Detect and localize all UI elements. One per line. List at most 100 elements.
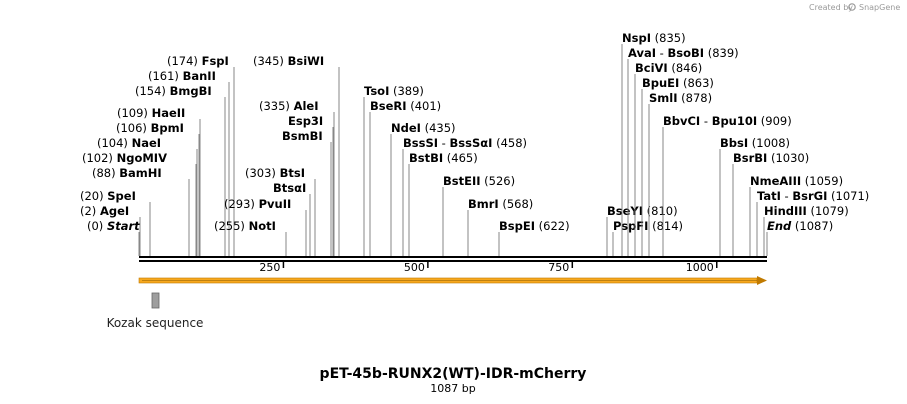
site-label-bsmbi: BsmBI <box>282 129 323 143</box>
site-bbvci[interactable]: BbvCI - Bpu10I (909) <box>662 114 792 256</box>
site-name-btsai: BtsαI <box>273 181 306 195</box>
site-name2-bsssi: BssSαI <box>450 136 493 150</box>
site-bpmi[interactable]: (106) BpmI <box>116 121 200 256</box>
site-name-bpuei: BpuEI <box>642 76 679 90</box>
feature-kozak[interactable]: Kozak sequence <box>107 292 204 330</box>
site-label-ndei: NdeI (435) <box>391 121 456 135</box>
site-bsteii[interactable]: BstEII (526) <box>442 174 515 256</box>
site-nspi[interactable]: NspI (835) <box>621 31 686 256</box>
site-label-bsssi: BssSI - BssSαI (458) <box>403 136 527 150</box>
site-pos-bcivi: (846) <box>668 61 703 75</box>
site-pos-tati: (1071) <box>827 189 869 203</box>
site-name-start: Start <box>107 219 140 233</box>
site-avai[interactable]: AvaI - BsoBI (839) <box>627 46 739 256</box>
site-alei[interactable]: (335) AleI <box>259 99 335 256</box>
site-name-agei: AgeI <box>100 204 129 218</box>
site-name2-bbvci: Bpu10I <box>712 114 757 128</box>
site-bamhi[interactable]: (88) BamHI <box>92 166 190 256</box>
site-bsrbi[interactable]: BsrBI (1030) <box>732 151 809 256</box>
site-pos-end: (1087) <box>791 219 833 233</box>
site-name-bpmi: BpmI <box>151 121 184 135</box>
ruler: 250 500 750 1000 <box>259 261 718 274</box>
site-name-bamhi: BamHI <box>119 166 161 180</box>
site-pspfi[interactable]: PspFI (814) <box>612 219 683 256</box>
site-pos-bamhi: (88) <box>92 166 119 180</box>
site-hindiii[interactable]: HindIII (1079) <box>763 204 849 256</box>
site-ndei[interactable]: NdeI (435) <box>390 121 456 256</box>
site-name-end: End <box>767 219 792 233</box>
site-pos-bsrbi: (1030) <box>767 151 809 165</box>
site-pos-haeii: (109) <box>117 106 152 120</box>
site-bmgbi[interactable]: (154) BmgBI <box>135 84 226 256</box>
site-agei[interactable]: (2) AgeI <box>80 204 141 256</box>
site-name-bsmbi: BsmBI <box>282 129 323 143</box>
site-label-bseri: BseRI (401) <box>370 99 441 113</box>
site-name-fspi: FspI <box>202 54 229 68</box>
site-pos-ndei: (435) <box>421 121 456 135</box>
site-label-end: End (1087) <box>767 219 833 233</box>
site-noti[interactable]: (255) NotI <box>214 219 287 256</box>
site-name-tsoi: TsoI <box>364 84 389 98</box>
snapgene-logo-icon <box>848 3 856 11</box>
site-sep-bbvci: - <box>700 114 711 128</box>
site-smli[interactable]: SmlI (878) <box>648 91 712 256</box>
ruler-label-250: 250 <box>259 261 280 274</box>
site-nmeaiii[interactable]: NmeAIII (1059) <box>749 174 843 256</box>
site-pos-ngomiv: (102) <box>82 151 117 165</box>
site-pos-start: (0) <box>87 219 107 233</box>
site-fspi[interactable]: (174) FspI <box>167 54 235 256</box>
site-label-bamhi: (88) BamHI <box>92 166 162 180</box>
site-tsoi[interactable]: TsoI (389) <box>363 84 424 256</box>
site-bseri[interactable]: BseRI (401) <box>369 99 441 256</box>
site-pos-bbsi: (1008) <box>748 136 790 150</box>
site-label-bstbi: BstBI (465) <box>409 151 478 165</box>
site-tati[interactable]: TatI - BsrGI (1071) <box>756 189 869 256</box>
site-bspei[interactable]: BspEI (622) <box>498 219 570 256</box>
site-spei[interactable]: (20) SpeI <box>80 189 151 256</box>
site-name-avai: AvaI <box>628 46 656 60</box>
site-name-smli: SmlI <box>649 91 678 105</box>
site-naei[interactable]: (104) NaeI <box>97 136 198 256</box>
site-label-noti: (255) NotI <box>214 219 276 233</box>
site-label-alei: (335) AleI <box>259 99 319 113</box>
site-bsiwi[interactable]: (345) BsiWI <box>253 54 340 256</box>
site-esp3i[interactable]: Esp3I <box>288 114 334 256</box>
site-bstbi[interactable]: BstBI (465) <box>408 151 478 256</box>
site-bcivi[interactable]: BciVI (846) <box>634 61 703 256</box>
site-bpuei[interactable]: BpuEI (863) <box>641 76 714 256</box>
site-bmri[interactable]: BmrI (568) <box>467 197 533 256</box>
site-pos-noti: (255) <box>214 219 249 233</box>
orf-arrow[interactable] <box>138 276 767 285</box>
site-pos-bpuei: (863) <box>679 76 714 90</box>
site-ngomiv[interactable]: (102) NgoMIV <box>82 151 197 256</box>
site-end[interactable]: End (1087) <box>766 219 833 256</box>
site-start[interactable]: (0) Start <box>87 219 140 256</box>
site-label-avai: AvaI - BsoBI (839) <box>628 46 739 60</box>
credit-brand: SnapGene <box>859 3 900 12</box>
site-name2-avai: BsoBI <box>668 46 705 60</box>
site-pvuii[interactable]: (293) PvuII <box>224 197 307 256</box>
site-pos-spei: (20) <box>80 189 107 203</box>
site-bseyi[interactable]: BseYI (810) <box>606 204 678 256</box>
site-btsi[interactable]: (303) BtsI <box>245 166 316 256</box>
site-name-spei: SpeI <box>107 189 136 203</box>
site-btsai[interactable]: BtsαI <box>273 181 311 256</box>
site-label-nmeaiii: NmeAIII (1059) <box>750 174 843 188</box>
site-label-bmri: BmrI (568) <box>468 197 533 211</box>
sequence-backbone <box>139 256 767 262</box>
site-label-ngomiv: (102) NgoMIV <box>82 151 167 165</box>
site-bsmbi[interactable]: BsmBI <box>282 129 332 256</box>
site-bbsi[interactable]: BbsI (1008) <box>719 136 790 256</box>
site-label-bseyi: BseYI (810) <box>607 204 678 218</box>
site-label-bbsi: BbsI (1008) <box>720 136 790 150</box>
site-pos-pvuii: (293) <box>224 197 259 211</box>
site-pos-bbvci: (909) <box>757 114 792 128</box>
site-banii[interactable]: (161) BanII <box>148 69 230 256</box>
site-haeii[interactable]: (109) HaeII <box>117 106 201 256</box>
site-pos-tsoi: (389) <box>389 84 424 98</box>
site-name-alei: AleI <box>294 99 319 113</box>
site-name-ngomiv: NgoMIV <box>117 151 167 165</box>
site-bsssi[interactable]: BssSI - BssSαI (458) <box>402 136 527 256</box>
feature-kozak-box[interactable] <box>151 292 160 309</box>
